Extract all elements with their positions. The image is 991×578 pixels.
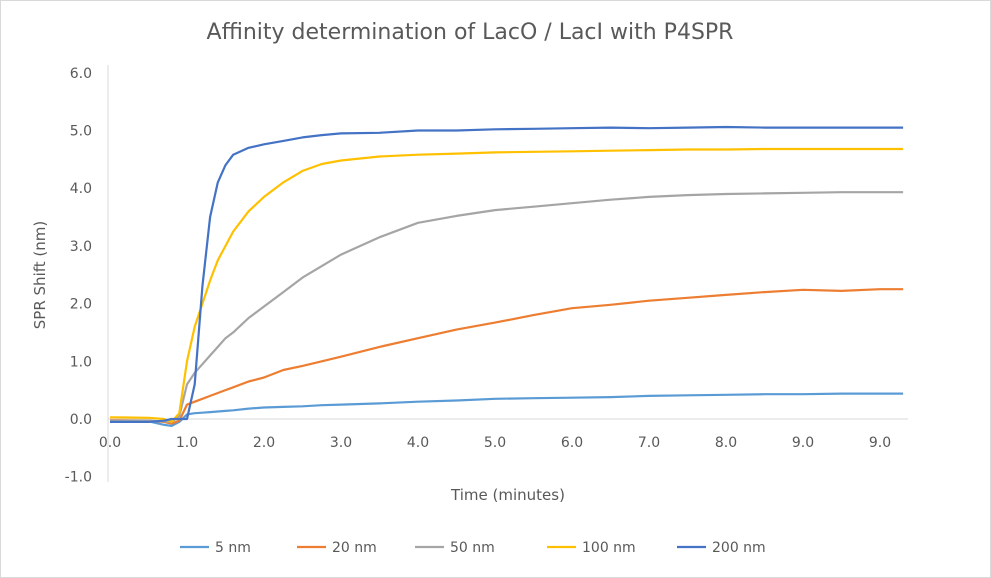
y-tick-label: 6.0 [70,66,92,82]
chart-title: Affinity determination of LacO / LacI wi… [206,20,734,45]
y-tick-label: 3.0 [70,239,92,255]
y-tick-label: 2.0 [70,297,92,313]
y-tick-label: -1.0 [65,470,92,486]
series-line-100-nm [109,147,904,423]
y-axis-label: SPR Shift (nm) [31,221,49,329]
legend-label: 100 nm [582,540,636,556]
legend-label: 200 nm [712,540,766,556]
series-line-20-nm [109,288,904,425]
y-tick-label: 5.0 [70,124,92,140]
x-axis-label: Time (minutes) [450,486,565,504]
legend-item: 20 nm [297,540,377,556]
x-tick-label: 8.0 [715,435,737,451]
x-tick-label: 1.0 [176,435,198,451]
x-tick-label: 6.0 [561,435,583,451]
series-line-200-nm [110,125,904,423]
x-tick-label: 9.0 [792,435,814,451]
y-tick-label: 0.0 [70,412,92,428]
series-line-5-nm [109,392,904,427]
y-tick-label: 4.0 [70,181,92,197]
x-tick-label: 5.0 [484,435,506,451]
x-tick-label: 2.0 [253,435,275,451]
x-tick-label: 4.0 [407,435,429,451]
x-tick-label: 7.0 [638,435,660,451]
legend-label: 20 nm [332,540,377,556]
legend-label: 5 nm [215,540,251,556]
y-tick-label: 1.0 [70,354,92,370]
series-line-50-nm [110,191,904,423]
legend-item: 200 nm [677,540,766,556]
x-tick-label: 9.0 [869,435,891,451]
x-tick-label: 3.0 [330,435,352,451]
legend-item: 5 nm [180,540,251,556]
legend-item: 100 nm [547,540,636,556]
legend-label: 50 nm [450,540,495,556]
x-tick-label: 0.0 [99,435,121,451]
legend-item: 50 nm [415,540,495,556]
